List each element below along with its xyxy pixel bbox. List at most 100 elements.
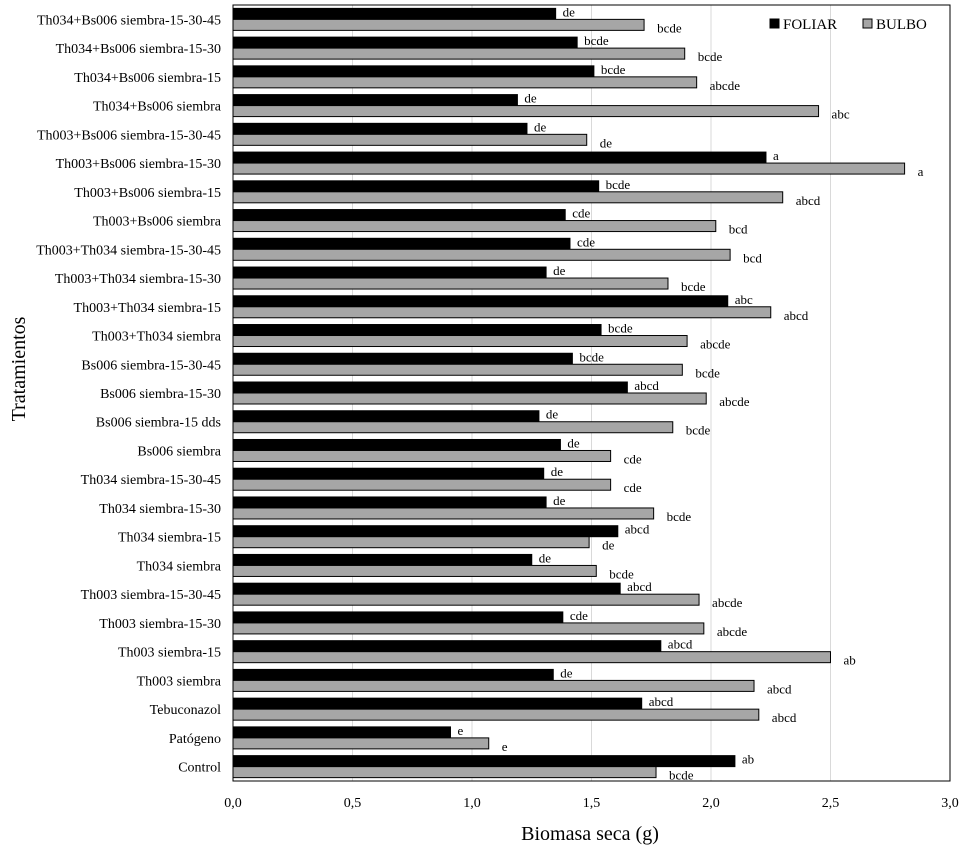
bar-letter-label: abcde [717, 624, 748, 639]
bar-letter-label: abcd [767, 681, 792, 696]
bar-bulbo [232, 76, 698, 89]
bar-foliar [232, 295, 729, 308]
x-tick-label: 1,5 [583, 796, 601, 811]
bar-bulbo [232, 335, 688, 348]
legend-label-bulbo: BULBO [876, 17, 927, 33]
category-label: Bs006 siembra-15-30-45 [81, 358, 221, 373]
bar-letter-label: de [539, 550, 552, 565]
bar-letter-label: bcde [601, 62, 626, 77]
x-tick-labels: 0,0 0,5 1,0 1,5 2,0 2,5 3,0 [224, 796, 959, 811]
bar-letter-label: de [546, 407, 559, 422]
x-tick-label: 2,5 [822, 796, 840, 811]
bar-foliar [232, 438, 561, 451]
bar-letter-label: abcd [668, 637, 693, 652]
bar-letter-label: abcd [625, 522, 650, 537]
bar-foliar [232, 611, 564, 624]
bar-letter-label: cde [577, 234, 595, 249]
bar-letter-label: bcde [695, 365, 720, 380]
bar-foliar [232, 36, 578, 49]
bar-letter-label: bcde [657, 20, 682, 35]
category-label: Th003 siembra-15-30 [99, 617, 221, 632]
bar-foliar [232, 726, 451, 739]
bar-letter-label: abcd [784, 308, 809, 323]
bar-letter-label: bcde [608, 321, 633, 336]
bar-letter-label: bcde [669, 768, 694, 783]
category-labels: Th034+Bs006 siembra-15-30-45 Th034+Bs006 … [36, 13, 222, 775]
bar-foliar [232, 553, 533, 566]
bar-letter-label: abc [832, 107, 850, 122]
legend-label-foliar: FOLIAR [783, 17, 837, 33]
bar-letter-label: abcd [627, 579, 652, 594]
bar-letter-label: de [600, 135, 613, 150]
bar-letter-label: de [602, 538, 615, 553]
bar-bulbo [232, 248, 731, 261]
bar-letter-label: bcde [584, 33, 609, 48]
bar-bulbo [232, 47, 686, 60]
category-label: Th003 siembra [137, 674, 222, 689]
category-label: Th003+Th034 siembra-15 [74, 301, 221, 316]
bar-bulbo [232, 449, 612, 462]
category-label: Bs006 siembra-15-30 [100, 387, 221, 402]
bar-letter-label: abcde [712, 595, 743, 610]
category-label: Th034+Bs006 siembra-15 [74, 71, 221, 86]
bar-bulbo [232, 737, 490, 750]
bar-letter-label: cde [624, 480, 642, 495]
bar-foliar [232, 94, 518, 107]
bar-foliar [232, 582, 621, 595]
bar-bulbo [232, 191, 784, 204]
plot-frame [232, 4, 951, 782]
category-label: Th034+Bs006 siembra [93, 100, 222, 115]
bar-bulbo [232, 478, 612, 491]
bar-foliar [232, 180, 600, 193]
bar-foliar [232, 7, 557, 20]
bar-bulbo [232, 18, 645, 31]
category-label: Th003 siembra-15 [118, 646, 221, 661]
bar-letter-label: abcd [772, 710, 797, 725]
bar-labels: debcdebcdebcdebcdeabcdedeabcdedeaabcdeab… [457, 4, 923, 782]
bar-bulbo [232, 536, 590, 549]
bar-foliar [232, 755, 736, 768]
bar-foliar [232, 324, 602, 337]
bar-foliar [232, 467, 545, 480]
bar-bulbo [232, 363, 683, 376]
x-tick-label: 0,0 [224, 796, 242, 811]
bar-letter-label: e [457, 723, 463, 738]
bar-letter-label: ab [844, 653, 856, 668]
bar-foliar [232, 381, 628, 394]
bar-bulbo [232, 766, 657, 779]
bar-letter-label: abcd [649, 694, 674, 709]
category-label: Th003+Bs006 siembra-15-30 [56, 157, 221, 172]
x-axis-title: Biomasa seca (g) [521, 823, 659, 845]
y-axis-title: Tratamientos [8, 316, 30, 421]
bar-letter-label: bcde [686, 423, 711, 438]
bar-letter-label: abcd [634, 378, 659, 393]
bar-bulbo [232, 622, 705, 635]
bar-letter-label: de [524, 91, 537, 106]
bar-letter-label: a [918, 164, 924, 179]
category-label: Control [178, 761, 221, 776]
bar-bulbo [232, 679, 755, 692]
bar-foliar [232, 697, 643, 710]
bar-foliar [232, 209, 566, 222]
bar-letter-label: a [773, 148, 779, 163]
category-label: Th034 siembra [137, 559, 222, 574]
category-label: Bs006 siembra-15 dds [96, 416, 221, 431]
bar-foliar [232, 668, 554, 681]
bar-foliar [232, 65, 595, 78]
bar-bulbo [232, 306, 772, 319]
bar-letter-label: cde [570, 608, 588, 623]
bar-bulbo [232, 392, 707, 405]
bar-letter-label: abcde [710, 78, 741, 93]
bar-letter-label: bcde [681, 279, 706, 294]
legend-swatch-bulbo [862, 18, 873, 29]
bar-letter-label: de [553, 263, 566, 278]
category-label: Patógeno [169, 732, 221, 747]
bar-foliar [232, 410, 540, 423]
x-tick-label: 3,0 [941, 796, 959, 811]
bar-letter-label: abcd [796, 193, 821, 208]
category-label: Tebuconazol [150, 703, 221, 718]
bar-letter-label: bcde [698, 49, 723, 64]
bar-foliar [232, 525, 619, 538]
bar-letter-label: e [502, 739, 508, 754]
